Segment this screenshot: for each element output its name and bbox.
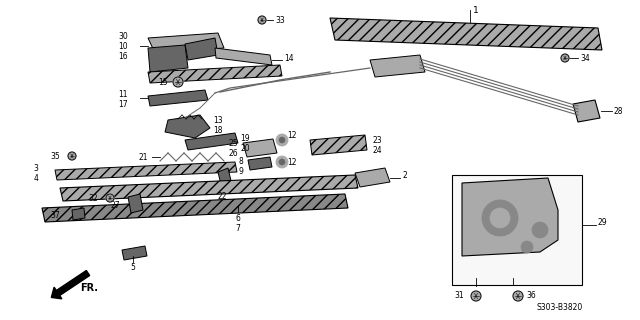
Polygon shape (310, 135, 367, 155)
Text: 3: 3 (33, 164, 38, 172)
Text: 18: 18 (213, 125, 223, 134)
Polygon shape (148, 45, 188, 72)
Circle shape (106, 194, 114, 202)
Polygon shape (128, 194, 143, 213)
Text: 22: 22 (217, 191, 227, 201)
Polygon shape (60, 175, 358, 201)
Circle shape (276, 134, 288, 146)
Text: 2: 2 (402, 171, 407, 180)
Text: 14: 14 (284, 53, 294, 62)
Polygon shape (185, 38, 218, 60)
Text: 5: 5 (131, 262, 136, 271)
Polygon shape (248, 157, 272, 170)
Text: 13: 13 (213, 116, 223, 124)
Text: 8: 8 (238, 156, 243, 165)
Text: 4: 4 (33, 173, 38, 182)
Text: 35: 35 (51, 151, 60, 161)
Circle shape (276, 156, 288, 168)
Circle shape (532, 222, 548, 238)
Circle shape (68, 152, 76, 160)
Text: 34: 34 (580, 53, 589, 62)
Text: 15: 15 (158, 77, 168, 86)
Text: 28: 28 (614, 107, 623, 116)
Polygon shape (122, 246, 147, 260)
Text: 6: 6 (236, 213, 241, 222)
Text: 11: 11 (118, 90, 127, 99)
Text: 1: 1 (473, 5, 479, 14)
Circle shape (482, 200, 518, 236)
Text: 10: 10 (118, 42, 127, 51)
Text: 7: 7 (236, 223, 241, 233)
Polygon shape (215, 48, 272, 65)
Bar (452, 175, 582, 285)
Text: 16: 16 (118, 52, 127, 60)
Text: 20: 20 (240, 143, 250, 153)
Polygon shape (165, 115, 210, 138)
Text: 23: 23 (372, 135, 381, 145)
Text: FR.: FR. (80, 283, 98, 293)
Polygon shape (72, 208, 85, 220)
Text: 25: 25 (228, 139, 237, 148)
Polygon shape (218, 168, 232, 189)
Text: 17: 17 (118, 100, 127, 108)
Text: 9: 9 (238, 166, 243, 175)
Circle shape (521, 241, 533, 253)
Text: S303-B3820: S303-B3820 (537, 303, 583, 313)
Circle shape (173, 77, 183, 87)
Polygon shape (185, 133, 238, 150)
Polygon shape (148, 33, 224, 53)
Text: 30: 30 (118, 31, 128, 41)
Polygon shape (573, 100, 600, 122)
Polygon shape (370, 55, 425, 77)
Polygon shape (330, 18, 602, 50)
Polygon shape (42, 194, 348, 222)
Circle shape (279, 137, 285, 143)
Polygon shape (148, 65, 282, 83)
Circle shape (258, 16, 266, 24)
Circle shape (279, 159, 285, 165)
Text: 26: 26 (228, 148, 237, 157)
Text: 32: 32 (88, 194, 98, 203)
Polygon shape (462, 178, 558, 256)
Text: 36: 36 (526, 292, 536, 300)
Polygon shape (355, 168, 390, 187)
Circle shape (490, 208, 510, 228)
Polygon shape (148, 90, 208, 106)
Circle shape (471, 291, 481, 301)
Circle shape (561, 54, 569, 62)
Circle shape (513, 291, 523, 301)
Text: 29: 29 (598, 218, 607, 227)
Text: 27: 27 (110, 201, 120, 210)
Polygon shape (55, 162, 237, 180)
Text: 37: 37 (51, 211, 60, 220)
FancyArrow shape (51, 270, 90, 299)
Polygon shape (243, 139, 277, 157)
Text: 24: 24 (372, 146, 381, 155)
Text: 21: 21 (138, 153, 148, 162)
Text: 12: 12 (287, 157, 296, 166)
Text: 19: 19 (240, 133, 250, 142)
Text: 33: 33 (275, 15, 285, 25)
Text: 12: 12 (287, 131, 296, 140)
Text: 31: 31 (454, 292, 464, 300)
